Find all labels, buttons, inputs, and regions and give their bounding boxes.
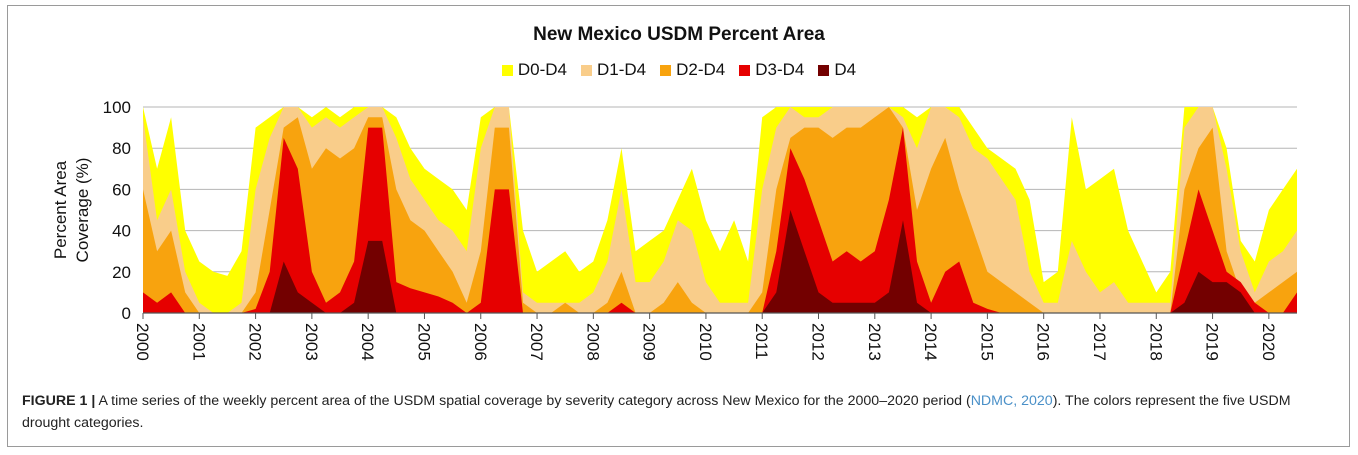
legend-label-d2-d4: D2-D4 [676, 60, 726, 79]
chart-title: New Mexico USDM Percent Area [533, 24, 825, 45]
x-tick-label-2000: 2000 [133, 323, 152, 361]
y-axis-label: Percent Area Coverage (%) [51, 158, 92, 263]
caption-citation-link[interactable]: NDMC, 2020 [970, 393, 1053, 409]
x-tick-label-2020: 2020 [1259, 323, 1278, 361]
x-tick-label-2019: 2019 [1203, 323, 1222, 361]
legend-label-d0-d4: D0-D4 [517, 60, 567, 79]
y-tick-label-0: 0 [122, 304, 131, 323]
figure-label: FIGURE 1 | [22, 393, 96, 409]
legend-item-d0-d4: D0-D4 [501, 60, 567, 80]
x-tick-label-2014: 2014 [921, 323, 940, 361]
caption-text-1: A time series of the weekly percent area… [98, 393, 971, 409]
legend-label-d1-d4: D1-D4 [597, 60, 647, 79]
x-tick-label-2001: 2001 [189, 323, 208, 361]
y-tick-label-40: 40 [112, 222, 131, 241]
x-tick-label-2003: 2003 [302, 323, 321, 361]
x-tick-label-2008: 2008 [583, 323, 602, 361]
x-tick-label-2004: 2004 [358, 323, 377, 361]
legend-label-d4: D4 [834, 60, 857, 79]
x-tick-label-2018: 2018 [1146, 323, 1165, 361]
legend-item-d3-d4: D3-D4 [739, 60, 804, 80]
legend-swatch-d2 [660, 64, 672, 76]
legend-label-d3-d4: D3-D4 [755, 60, 805, 79]
area-d2-d4 [143, 107, 1297, 313]
x-tick-label-2006: 2006 [471, 323, 490, 361]
y-tick-label-80: 80 [112, 139, 131, 158]
area-d3-d4 [143, 127, 1297, 313]
y-axis-label-line-2: Coverage (%) [73, 158, 92, 263]
x-tick-label-2017: 2017 [1090, 323, 1109, 361]
legend-swatch-d1 [581, 64, 592, 76]
x-tick-label-2011: 2011 [752, 323, 771, 360]
legend-item-d2-d4: D2-D4 [660, 60, 725, 80]
legend-swatch-d0 [501, 64, 513, 76]
x-tick-label-2016: 2016 [1034, 323, 1053, 361]
area-d4 [143, 210, 1297, 313]
x-tick-label-2012: 2012 [809, 323, 828, 361]
legend-item-d4: D4 [818, 60, 856, 80]
figure-caption: FIGURE 1 | A time series of the weekly p… [22, 390, 1342, 434]
chart-legend: D0-D4 D1-D4 D2-D4 D3-D4 D4 [0, 60, 1358, 80]
y-tick-label-100: 100 [103, 98, 131, 117]
legend-swatch-d3 [739, 64, 751, 76]
y-tick-label-60: 60 [112, 180, 131, 199]
y-tick-label-20: 20 [112, 263, 131, 282]
legend-swatch-d4 [818, 64, 830, 76]
x-tick-label-2009: 2009 [640, 323, 659, 361]
x-tick-label-2007: 2007 [527, 323, 546, 361]
legend-item-d1-d4: D1-D4 [581, 60, 646, 80]
x-tick-label-2010: 2010 [696, 323, 715, 361]
y-axis-label-line-1: Percent Area [51, 160, 70, 259]
x-tick-label-2013: 2013 [865, 323, 884, 361]
x-tick-label-2005: 2005 [414, 323, 433, 361]
x-tick-label-2015: 2015 [977, 323, 996, 361]
x-tick-label-2002: 2002 [246, 323, 265, 361]
x-tick-labels: 2000 2001 2002 2003 2004 2005 2006 2007 2008 2009… [133, 313, 1278, 361]
drought-areas [143, 107, 1297, 313]
caption-text-2: ). The colors represent the five USDM dr… [22, 393, 1291, 431]
y-tick-labels: 0 20 40 60 80 100 [103, 98, 131, 323]
